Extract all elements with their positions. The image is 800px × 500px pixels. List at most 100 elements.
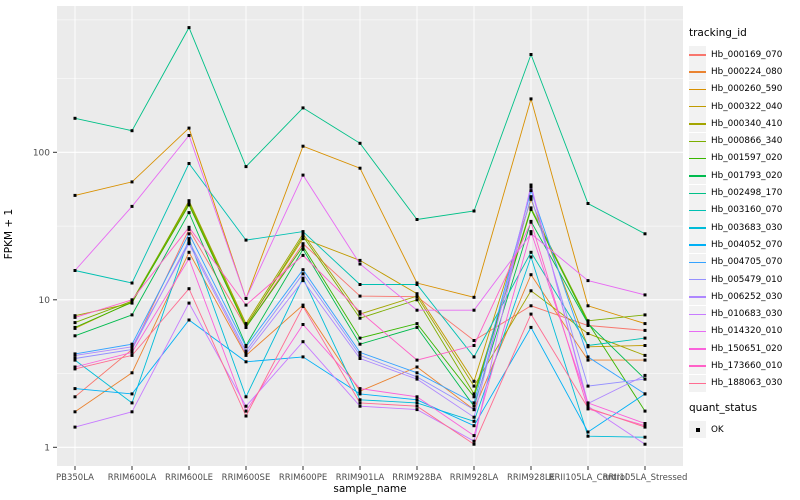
data-points-Hb_010683_030 [73, 183, 647, 446]
data-point [73, 325, 77, 329]
data-point [130, 345, 134, 349]
data-point [586, 404, 590, 408]
x-tick-label: RRII105LA_Control [549, 473, 628, 483]
legend-label: Hb_173660_010 [711, 360, 783, 371]
legend-item-Hb_173660_010: Hb_173660_010 [689, 357, 799, 375]
data-point [415, 375, 419, 379]
legend-label: Hb_000260_590 [711, 84, 783, 95]
data-point [472, 419, 476, 423]
data-point [586, 434, 590, 438]
legend-line-swatch [689, 382, 706, 385]
data-point [586, 332, 590, 336]
x-tick-label: RRIM600LE [165, 473, 213, 483]
data-point [301, 247, 305, 251]
legend-label: Hb_006252_030 [711, 291, 783, 302]
x-tick-label: RRIM928LA [450, 473, 499, 483]
data-point [586, 344, 590, 347]
y-tick-label: 10 [39, 296, 51, 306]
legend-item-Hb_000260_590: Hb_000260_590 [689, 80, 799, 98]
legend-item-Hb_000322_040: Hb_000322_040 [689, 98, 799, 116]
data-point [73, 410, 77, 414]
legend-line-swatch [689, 227, 706, 229]
data-point [415, 398, 419, 402]
data-point [529, 53, 533, 56]
data-point [529, 97, 533, 101]
data-point [472, 209, 476, 213]
data-point [529, 230, 533, 234]
data-point [529, 220, 533, 224]
legend-line-swatch [689, 330, 706, 333]
data-point [529, 289, 533, 293]
data-point [358, 357, 362, 360]
x-tick-label: RRIM928BA [392, 473, 442, 483]
y-tick-label: 1 [44, 443, 50, 453]
data-point [301, 234, 305, 238]
data-point [415, 377, 419, 381]
data-point [643, 232, 647, 236]
legend-item-Hb_010683_030: Hb_010683_030 [689, 305, 799, 323]
data-point [415, 325, 419, 329]
data-point [244, 322, 248, 326]
data-point [301, 279, 305, 283]
data-point [130, 392, 134, 396]
data-point [415, 308, 419, 312]
data-point [73, 315, 77, 319]
data-point [643, 373, 647, 377]
data-point [472, 404, 476, 408]
legend-line-swatch [689, 123, 706, 125]
data-point [130, 180, 134, 184]
data-point [130, 298, 134, 302]
legend-line-swatch [689, 106, 706, 108]
data-point [301, 232, 305, 236]
data-point [643, 328, 647, 332]
data-point [415, 371, 419, 375]
data-point [529, 197, 533, 201]
data-point [130, 353, 134, 357]
data-point [358, 141, 362, 145]
data-point [187, 301, 191, 305]
data-point [301, 106, 305, 110]
data-point [415, 404, 419, 408]
data-point [643, 353, 647, 357]
data-point [130, 204, 134, 208]
data-point [415, 283, 419, 286]
data-point [244, 395, 248, 399]
data-point [244, 297, 248, 300]
data-points-Hb_002498_170 [73, 26, 647, 236]
legend-item-Hb_188063_030: Hb_188063_030 [689, 374, 799, 392]
data-point [130, 401, 134, 405]
data-point [643, 377, 647, 381]
data-point [130, 348, 134, 351]
data-point [187, 211, 191, 215]
legend-line-swatch [689, 313, 706, 315]
data-point [472, 355, 476, 359]
data-point [586, 304, 590, 308]
data-point [73, 193, 77, 197]
data-point [586, 324, 590, 327]
data-point [643, 336, 647, 340]
legend-key-line [689, 115, 706, 133]
data-point [244, 349, 248, 353]
legend-key-line [689, 63, 706, 81]
data-point [130, 350, 134, 354]
legend-line-swatch [689, 261, 706, 264]
legend-key-line [689, 374, 706, 392]
data-point [358, 258, 362, 262]
data-point [358, 310, 362, 314]
legend-key-line [689, 201, 706, 219]
x-tick-label: RRIM901LA [336, 473, 385, 483]
data-point [244, 404, 248, 408]
data-point [586, 322, 590, 326]
data-point [472, 339, 476, 342]
data-point [529, 273, 533, 277]
data-point [301, 272, 305, 276]
data-point [415, 401, 419, 405]
data-point [358, 166, 362, 170]
data-point [130, 300, 134, 304]
data-point [244, 345, 248, 349]
legend-key-line [689, 271, 706, 288]
data-point [529, 250, 533, 254]
legend-item-Hb_000224_080: Hb_000224_080 [689, 63, 799, 81]
data-point [73, 425, 77, 429]
